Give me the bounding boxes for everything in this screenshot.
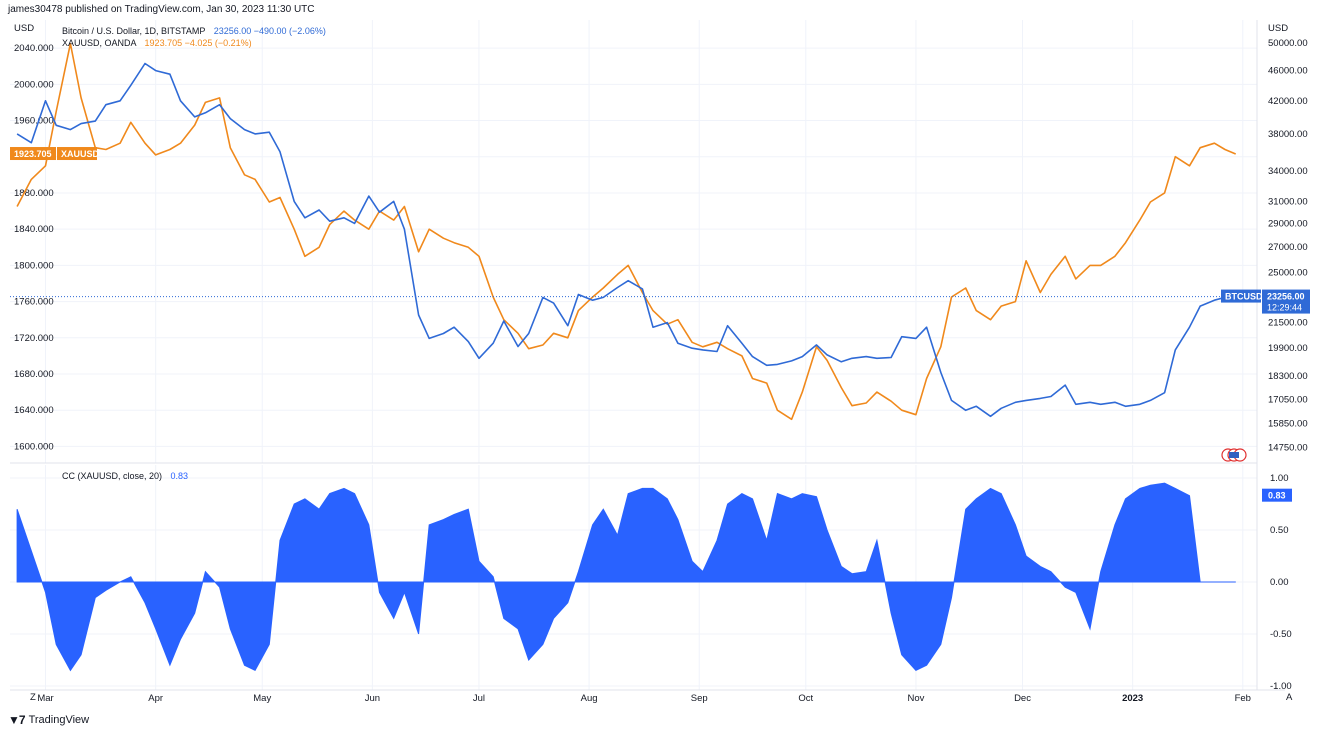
right-tick-label: 15850.00: [1268, 419, 1308, 430]
legend-main[interactable]: Bitcoin / U.S. Dollar, 1D, BITSTAMP 2325…: [62, 26, 326, 48]
left-tick-label: 1680.000: [14, 369, 54, 380]
left-tick-label: 1960.000: [14, 116, 54, 127]
left-tick-label: 1840.000: [14, 224, 54, 235]
left-tick-label: 1640.000: [14, 405, 54, 416]
left-tick-label: 1800.000: [14, 260, 54, 271]
tradingview-logo[interactable]: ▼7 TradingView: [8, 713, 89, 727]
svg-text:1923.705: 1923.705: [14, 149, 52, 159]
right-tick-label: 29000.00: [1268, 218, 1308, 229]
svg-text:XAUUSD, OANDA 1923.705: XAUUSD, OANDA 1923.705 −4.025 (−0.21%): [62, 38, 252, 48]
legend-xau-values: 1923.705 −4.025 (−0.21%): [145, 38, 252, 48]
cc-tick-label: 0.50: [1270, 525, 1289, 536]
month-tick-label: Feb: [1235, 693, 1251, 704]
right-tick-label: 14750.00: [1268, 442, 1308, 453]
right-price-axis[interactable]: 14750.00 15850.00 17050.00 18300.00 19900.00…: [1268, 38, 1308, 453]
left-axis-unit: USD: [14, 23, 34, 34]
right-axis-unit: USD: [1268, 23, 1288, 34]
auto-scale-button[interactable]: A: [1286, 692, 1293, 703]
month-tick-label: Jun: [365, 693, 380, 704]
event-flags-icon[interactable]: [1221, 448, 1247, 462]
cc-tick-label: 0.00: [1270, 577, 1289, 588]
xau-price-tag: 1923.705 XAUUSD: [10, 147, 100, 161]
legend-xau-title[interactable]: XAUUSD, OANDA: [62, 38, 137, 48]
right-tick-label: 19900.00: [1268, 343, 1308, 354]
series-layer: [16, 42, 1237, 672]
right-tick-label: 46000.00: [1268, 66, 1308, 77]
cc-value-tag: 0.83: [1262, 488, 1292, 502]
right-tick-label: 42000.00: [1268, 96, 1308, 107]
legend-btc-title[interactable]: Bitcoin / U.S. Dollar, 1D, BITSTAMP: [62, 26, 205, 36]
cc-tick-label: -0.50: [1270, 629, 1292, 640]
left-price-axis[interactable]: 1600.000 1640.000 1680.000 1720.000 1760.000…: [14, 43, 54, 452]
svg-text:XAUUSD: XAUUSD: [61, 149, 100, 159]
right-tick-label: 34000.00: [1268, 166, 1308, 177]
right-tick-label: 17050.00: [1268, 394, 1308, 405]
publish-header: james30478 published on TradingView.com,…: [8, 4, 315, 15]
svg-text:Bitcoin / U.S. Dollar, 1D, BIT: Bitcoin / U.S. Dollar, 1D, BITSTAMP 2325…: [62, 26, 326, 36]
left-tick-label: 1600.000: [14, 441, 54, 452]
right-tick-label: 38000.00: [1268, 129, 1308, 140]
month-tick-label: Dec: [1014, 693, 1031, 704]
month-tick-label: Jul: [473, 693, 485, 704]
btc-series-line: [16, 62, 1236, 418]
legend-cc-title[interactable]: CC (XAUUSD, close, 20): [62, 471, 162, 481]
zoom-left-button[interactable]: Z: [30, 692, 36, 703]
left-tick-label: 2000.000: [14, 79, 54, 90]
cc-tick-label: -1.00: [1270, 681, 1292, 692]
right-tick-label: 27000.00: [1268, 242, 1308, 253]
left-tick-label: 2040.000: [14, 43, 54, 54]
svg-text:0.83: 0.83: [1268, 491, 1286, 501]
month-tick-label: May: [253, 693, 271, 704]
xau-series-line: [16, 42, 1237, 421]
right-tick-label: 18300.00: [1268, 371, 1308, 382]
btc-price-tag: BTCUSD 23256.00 12:29:44: [1221, 289, 1310, 314]
month-tick-label: Sep: [691, 693, 708, 704]
tradingview-mark-icon: ▼7: [8, 713, 26, 727]
main-grid: [10, 20, 1257, 463]
month-tick-label: Mar: [37, 693, 53, 704]
month-tick-label: 2023: [1122, 693, 1143, 704]
cc-area: [16, 482, 1236, 672]
right-tick-label: 50000.00: [1268, 38, 1308, 49]
left-tick-label: 1760.000: [14, 297, 54, 308]
svg-text:23256.00: 23256.00: [1267, 292, 1305, 302]
legend-cc-value: 0.83: [171, 471, 189, 481]
right-tick-label: 25000.00: [1268, 268, 1308, 279]
cc-tick-label: 1.00: [1270, 473, 1289, 484]
left-tick-label: 1880.000: [14, 188, 54, 199]
svg-text:12:29:44: 12:29:44: [1267, 303, 1302, 313]
tradingview-brand: TradingView: [28, 714, 90, 726]
month-tick-label: Apr: [148, 693, 163, 704]
right-tick-label: 31000.00: [1268, 196, 1308, 207]
left-tick-label: 1720.000: [14, 333, 54, 344]
svg-text:BTCUSD: BTCUSD: [1225, 292, 1263, 302]
legend-btc-values: 23256.00 −490.00 (−2.06%): [214, 26, 326, 36]
month-tick-label: Oct: [798, 693, 813, 704]
time-axis[interactable]: Mar Apr May Jun Jul Aug Sep Oct Nov Dec 2023 Feb: [37, 693, 1251, 704]
legend-cc[interactable]: CC (XAUUSD, close, 20) 0.83: [62, 471, 188, 481]
month-tick-label: Aug: [581, 693, 598, 704]
right-tick-label: 21500.00: [1268, 318, 1308, 329]
month-tick-label: Nov: [907, 693, 924, 704]
cc-axis[interactable]: -1.00 -0.50 0.00 0.50 1.00: [1270, 473, 1292, 692]
